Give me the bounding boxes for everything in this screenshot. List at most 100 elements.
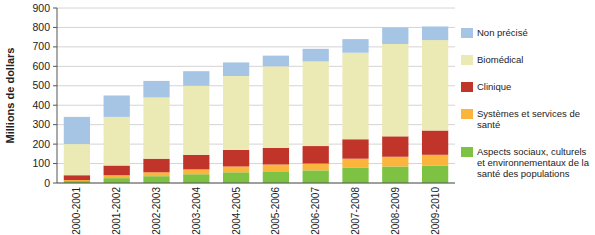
tick-mark bbox=[53, 66, 57, 67]
tick-mark bbox=[53, 124, 57, 125]
tick-label: 900 bbox=[32, 2, 50, 14]
tick-label: 400 bbox=[32, 99, 50, 111]
bar-segment bbox=[342, 159, 368, 168]
bar-segment bbox=[342, 53, 368, 140]
tick-label: 200 bbox=[32, 138, 50, 150]
bar-segment bbox=[143, 159, 169, 173]
bar-segment bbox=[303, 164, 329, 171]
legend-label: Biomédical bbox=[477, 54, 523, 65]
category-label: 2004-2005 bbox=[231, 187, 242, 235]
bar-segment bbox=[143, 176, 169, 183]
bar-segment bbox=[143, 81, 169, 98]
grid-line bbox=[57, 183, 455, 184]
tick-mark bbox=[53, 85, 57, 86]
bar-segment bbox=[263, 165, 289, 172]
tick-mark bbox=[53, 163, 57, 164]
tick-label: 600 bbox=[32, 60, 50, 72]
bar-segment bbox=[223, 62, 249, 76]
category-label: 2006-2007 bbox=[310, 187, 321, 235]
tick-mark bbox=[53, 46, 57, 47]
bar-segment bbox=[64, 117, 90, 144]
bar-segment bbox=[422, 26, 448, 40]
bar-segment bbox=[223, 76, 249, 150]
tick-mark bbox=[53, 8, 57, 9]
bar-segment bbox=[143, 172, 169, 176]
legend-swatch bbox=[461, 147, 473, 157]
legend-swatch bbox=[461, 82, 473, 92]
bar-segment bbox=[342, 167, 368, 183]
bar-segment bbox=[263, 66, 289, 148]
bar-segment bbox=[263, 148, 289, 165]
category-label: 2007-2008 bbox=[350, 187, 361, 235]
tick-label: 0 bbox=[44, 177, 50, 189]
legend-swatch bbox=[461, 55, 473, 65]
category-label: 2009-2010 bbox=[430, 187, 441, 235]
bar-segment bbox=[223, 150, 249, 167]
bar-segment bbox=[104, 178, 130, 183]
bar-segment bbox=[422, 155, 448, 166]
tick-mark bbox=[53, 144, 57, 145]
bar-segment bbox=[104, 166, 130, 176]
bar-segment bbox=[303, 49, 329, 62]
bar-segment bbox=[104, 117, 130, 166]
legend-label: Systèmes et services desanté bbox=[477, 108, 580, 130]
bar-segment bbox=[303, 170, 329, 183]
y-axis bbox=[57, 8, 58, 183]
bar-segment bbox=[143, 97, 169, 158]
bar-segment bbox=[223, 172, 249, 183]
tick-label: 500 bbox=[32, 79, 50, 91]
legend-line: Biomédical bbox=[477, 54, 523, 65]
category-label: 2005-2006 bbox=[270, 187, 281, 235]
tick-mark bbox=[53, 27, 57, 28]
bar-segment bbox=[183, 71, 209, 86]
y-axis-label: Millions de dollars bbox=[4, 48, 16, 144]
legend-swatch bbox=[461, 28, 473, 38]
bar-segment bbox=[223, 166, 249, 172]
category-label: 2008-2009 bbox=[390, 187, 401, 235]
x-axis bbox=[57, 183, 455, 184]
bar-segment bbox=[64, 175, 90, 180]
legend-line: Clinique bbox=[477, 81, 511, 92]
legend-line: et environnementaux de la bbox=[477, 157, 590, 168]
legend-line: santé bbox=[477, 119, 500, 130]
legend-line: Systèmes et services de bbox=[477, 108, 580, 119]
category-label: 2001-2002 bbox=[111, 187, 122, 235]
bar-segment bbox=[183, 155, 209, 170]
grid-line bbox=[57, 8, 455, 9]
tick-mark bbox=[53, 183, 57, 184]
bar-segment bbox=[342, 139, 368, 158]
bar-segment bbox=[422, 131, 448, 155]
bar-segment bbox=[183, 169, 209, 174]
tick-label: 700 bbox=[32, 40, 50, 52]
tick-label: 800 bbox=[32, 21, 50, 33]
bar-segment bbox=[303, 146, 329, 164]
bar-segment bbox=[303, 61, 329, 146]
legend-line: santé des populations bbox=[477, 168, 570, 179]
bar-segment bbox=[382, 27, 408, 44]
chart: 0 100 200 300 400 500 600 700 800 900 2000-2001 200… bbox=[0, 0, 595, 235]
bar-segment bbox=[382, 157, 408, 167]
legend-label: Aspects sociaux, culturelset environneme… bbox=[477, 146, 590, 179]
bar-segment bbox=[64, 144, 90, 175]
legend-line: Aspects sociaux, culturels bbox=[477, 146, 587, 157]
bar-segment bbox=[104, 96, 130, 117]
tick-label: 300 bbox=[32, 118, 50, 130]
bar-segment bbox=[183, 174, 209, 183]
bar-segment bbox=[382, 44, 408, 136]
legend-label: Clinique bbox=[477, 81, 511, 92]
bar-segment bbox=[263, 56, 289, 67]
bar-segment bbox=[422, 40, 448, 130]
category-label: 2003-2004 bbox=[191, 187, 202, 235]
legend-label: Non précisé bbox=[477, 27, 528, 38]
bar-segment bbox=[382, 166, 408, 183]
bar-segment bbox=[183, 86, 209, 155]
legend-line: Non précisé bbox=[477, 27, 528, 38]
bar-segment bbox=[342, 39, 368, 53]
bar-segment bbox=[422, 166, 448, 184]
category-label: 2000-2001 bbox=[71, 187, 82, 235]
tick-label: 100 bbox=[32, 157, 50, 169]
legend-swatch bbox=[461, 109, 473, 119]
category-label: 2002-2003 bbox=[151, 187, 162, 235]
bar-segment bbox=[382, 136, 408, 156]
bar-segment bbox=[263, 171, 289, 183]
